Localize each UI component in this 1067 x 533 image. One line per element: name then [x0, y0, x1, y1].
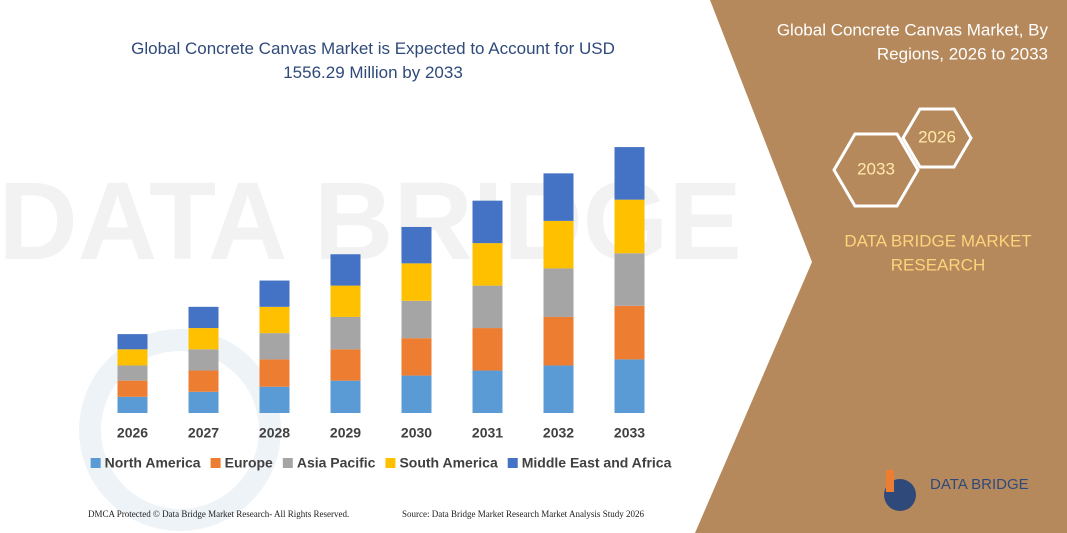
chart-title: Global Concrete Canvas Market is Expecte…: [131, 39, 615, 58]
hexagon: [832, 132, 920, 208]
legend-swatch: [282, 458, 293, 468]
bar-segment: [330, 349, 361, 381]
footer-left: DMCA Protected © Data Bridge Market Rese…: [88, 509, 349, 519]
bar-segment: [401, 338, 432, 376]
legend-label: Middle East and Africa: [522, 455, 672, 471]
legend-label: Europe: [225, 455, 273, 471]
logo-text: DATA BRIDGE: [930, 476, 1029, 493]
bar-segment: [259, 280, 290, 307]
legend-label: Asia Pacific: [297, 455, 376, 471]
bar-segment: [543, 173, 574, 221]
bar-segment: [472, 200, 503, 244]
bar-segment: [543, 316, 574, 366]
x-tick-label: 2032: [543, 425, 574, 441]
bar-segment: [330, 380, 361, 413]
bar-segment: [259, 306, 290, 334]
chart-title-line: Global Concrete Canvas Market is Expecte…: [131, 39, 615, 82]
bar-segment: [188, 370, 219, 392]
hexagon: [901, 107, 973, 169]
bar-segment: [472, 285, 503, 329]
bar-segment: [401, 226, 432, 264]
plot: 2026 2027 2028 2029 2030 2031 2032 2033 North Am…: [90, 147, 672, 471]
side-title: Regions, 2026 to 2033: [877, 44, 1048, 63]
legend-swatch: [210, 458, 221, 468]
bar-segment: [401, 263, 432, 301]
bar-segment: [117, 380, 148, 397]
x-tick-label: 2028: [259, 425, 290, 441]
bar-segment: [330, 254, 361, 286]
bar-segment: [330, 285, 361, 317]
bar-segment: [117, 396, 148, 413]
legend-label: North America: [105, 455, 201, 471]
hex-label: 2033: [857, 159, 895, 178]
side-title: Global Concrete Canvas Market, By: [777, 20, 1049, 39]
bar-segment: [401, 300, 432, 339]
x-tick-label: 2027: [188, 425, 219, 441]
x-tick-label: 2029: [330, 425, 361, 441]
bar-segment: [259, 333, 290, 360]
bar-segment: [117, 334, 148, 350]
bar-segment: [614, 305, 645, 360]
bar-segment: [614, 359, 645, 413]
bar-segment: [543, 268, 574, 317]
bar-segment: [401, 375, 432, 413]
chart-title: 1556.29 Million by 2033: [283, 63, 463, 82]
side-panel: [695, 0, 1067, 533]
watermark-logo: [79, 329, 281, 531]
bar-segment: [472, 243, 503, 286]
bar-segment: [543, 220, 574, 269]
bar-segment: [259, 359, 290, 387]
bar-segment: [188, 349, 219, 371]
bar-segment: [188, 391, 219, 413]
brand-text: RESEARCH: [891, 255, 985, 274]
bar-segment: [259, 386, 290, 413]
legend-label: South America: [399, 455, 497, 471]
bar-segment: [330, 316, 361, 350]
x-tick-label: 2030: [401, 425, 432, 441]
logo-mark: [886, 470, 894, 492]
legend-swatch: [507, 458, 518, 468]
bar-segment: [188, 328, 219, 350]
x-tick-label: 2031: [472, 425, 503, 441]
footer-right: Source: Data Bridge Market Research Mark…: [402, 509, 644, 519]
bar-segment: [614, 253, 645, 306]
bar-segment: [614, 147, 645, 200]
legend-swatch: [385, 458, 396, 468]
brand-text: DATA BRIDGE MARKET: [844, 231, 1031, 250]
bar-segment: [117, 365, 148, 381]
bar-segment: [117, 349, 148, 366]
bar-segment: [188, 306, 219, 329]
x-tick-label: 2026: [117, 425, 148, 441]
hex-label: 2026: [918, 127, 956, 146]
legend: North America Europe Asia Pacific South Ame…: [90, 455, 672, 471]
x-tick-label: 2033: [614, 425, 645, 441]
bar-segment: [614, 199, 645, 254]
legend-swatch: [90, 458, 101, 468]
bar-segment: [472, 328, 503, 371]
bar-segment: [543, 365, 574, 413]
bar-segment: [472, 370, 503, 413]
